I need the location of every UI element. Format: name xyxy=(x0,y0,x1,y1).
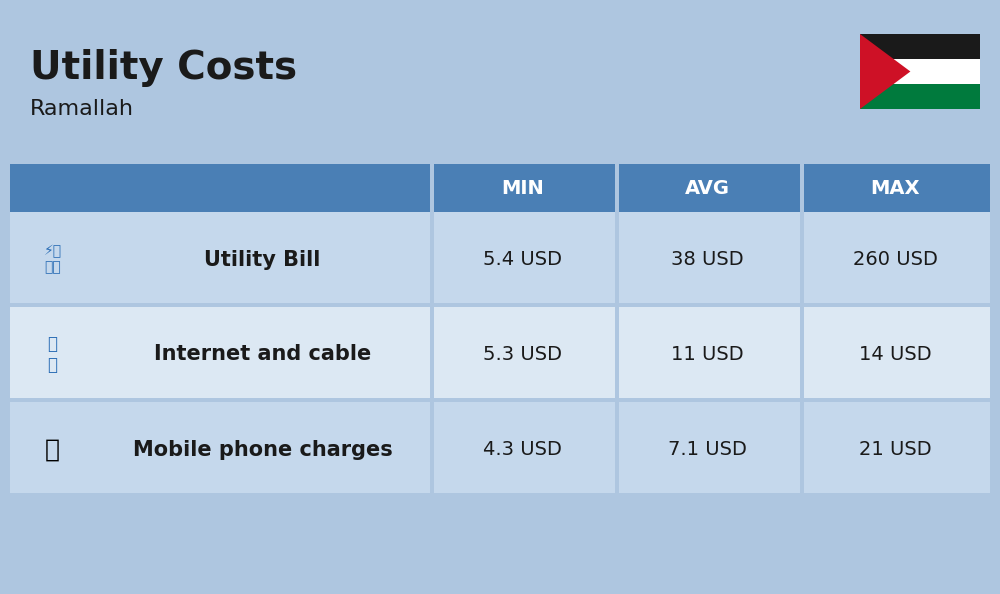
FancyBboxPatch shape xyxy=(804,164,990,212)
FancyBboxPatch shape xyxy=(434,307,615,398)
FancyBboxPatch shape xyxy=(860,34,980,59)
FancyBboxPatch shape xyxy=(619,402,800,493)
FancyBboxPatch shape xyxy=(619,307,800,398)
FancyBboxPatch shape xyxy=(434,402,615,493)
FancyBboxPatch shape xyxy=(804,212,990,303)
Text: 📱: 📱 xyxy=(45,438,60,462)
FancyBboxPatch shape xyxy=(619,164,800,212)
Text: MAX: MAX xyxy=(870,179,920,197)
FancyBboxPatch shape xyxy=(10,212,95,303)
Text: Mobile phone charges: Mobile phone charges xyxy=(133,440,392,460)
FancyBboxPatch shape xyxy=(10,307,95,398)
Text: Ramallah: Ramallah xyxy=(30,99,134,119)
Text: 14 USD: 14 USD xyxy=(859,345,931,364)
FancyBboxPatch shape xyxy=(95,164,430,212)
FancyBboxPatch shape xyxy=(10,164,95,212)
FancyBboxPatch shape xyxy=(95,212,430,303)
FancyBboxPatch shape xyxy=(619,212,800,303)
Text: 38 USD: 38 USD xyxy=(671,250,744,269)
Polygon shape xyxy=(860,34,910,109)
FancyBboxPatch shape xyxy=(434,164,615,212)
FancyBboxPatch shape xyxy=(860,84,980,109)
Text: MIN: MIN xyxy=(501,179,544,197)
Text: 📶
🖥️: 📶 🖥️ xyxy=(48,335,58,374)
Text: Internet and cable: Internet and cable xyxy=(154,345,371,365)
Text: 7.1 USD: 7.1 USD xyxy=(668,440,747,459)
Text: 11 USD: 11 USD xyxy=(671,345,744,364)
Text: Utility Costs: Utility Costs xyxy=(30,49,297,87)
Text: ⚡🔌
🔧📡: ⚡🔌 🔧📡 xyxy=(43,244,62,274)
FancyBboxPatch shape xyxy=(804,402,990,493)
FancyBboxPatch shape xyxy=(10,402,95,493)
FancyBboxPatch shape xyxy=(860,59,980,84)
FancyBboxPatch shape xyxy=(434,212,615,303)
FancyBboxPatch shape xyxy=(804,307,990,398)
Text: Utility Bill: Utility Bill xyxy=(204,249,321,270)
Text: AVG: AVG xyxy=(685,179,730,197)
FancyBboxPatch shape xyxy=(95,307,430,398)
Text: 5.3 USD: 5.3 USD xyxy=(483,345,562,364)
Text: 5.4 USD: 5.4 USD xyxy=(483,250,562,269)
FancyBboxPatch shape xyxy=(95,402,430,493)
Text: 4.3 USD: 4.3 USD xyxy=(483,440,562,459)
Text: 260 USD: 260 USD xyxy=(853,250,937,269)
Text: 21 USD: 21 USD xyxy=(859,440,931,459)
